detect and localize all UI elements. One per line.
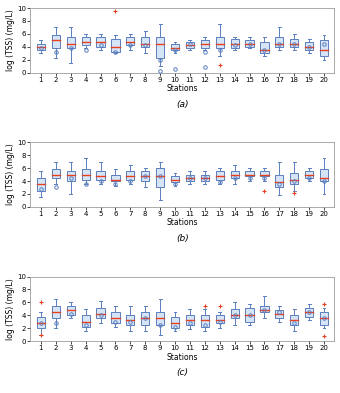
Bar: [67, 171, 75, 181]
Bar: [171, 316, 179, 328]
Bar: [186, 42, 194, 48]
X-axis label: Stations: Stations: [167, 84, 198, 93]
Text: (a): (a): [176, 100, 189, 109]
Bar: [231, 171, 239, 178]
Bar: [305, 42, 313, 50]
Bar: [260, 171, 269, 176]
Bar: [111, 39, 120, 52]
Bar: [320, 40, 328, 57]
Bar: [141, 37, 149, 47]
Bar: [111, 174, 120, 181]
Bar: [216, 315, 224, 323]
Bar: [320, 312, 328, 325]
Bar: [126, 171, 134, 180]
Bar: [156, 37, 164, 59]
Text: (c): (c): [176, 368, 188, 377]
Bar: [231, 309, 239, 318]
Bar: [260, 306, 269, 312]
Bar: [67, 37, 75, 48]
Bar: [245, 171, 254, 176]
Bar: [216, 171, 224, 180]
Bar: [156, 312, 164, 325]
Bar: [275, 174, 284, 187]
X-axis label: Stations: Stations: [167, 353, 198, 362]
X-axis label: Stations: Stations: [167, 219, 198, 228]
Bar: [171, 44, 179, 50]
Bar: [245, 40, 254, 47]
Bar: [141, 312, 149, 325]
Bar: [216, 37, 224, 48]
Bar: [201, 40, 209, 48]
Bar: [52, 35, 60, 48]
Bar: [245, 307, 254, 322]
Bar: [52, 306, 60, 318]
Bar: [320, 169, 328, 181]
Bar: [275, 310, 284, 318]
Bar: [52, 169, 60, 178]
Text: (b): (b): [176, 234, 189, 243]
Y-axis label: log (TSS) (mg/L): log (TSS) (mg/L): [5, 9, 15, 71]
Bar: [290, 173, 298, 184]
Bar: [305, 171, 313, 178]
Bar: [37, 44, 45, 50]
Bar: [186, 174, 194, 181]
Bar: [111, 312, 120, 323]
Bar: [37, 316, 45, 328]
Bar: [141, 171, 149, 181]
Bar: [97, 171, 105, 180]
Bar: [97, 37, 105, 47]
Y-axis label: log (TSS) (mg/L): log (TSS) (mg/L): [5, 278, 15, 340]
Bar: [201, 315, 209, 327]
Bar: [82, 315, 90, 327]
Bar: [82, 37, 90, 46]
Bar: [305, 307, 313, 316]
Bar: [126, 315, 134, 325]
Y-axis label: log (TSS) (mg/L): log (TSS) (mg/L): [5, 144, 15, 206]
Bar: [290, 315, 298, 325]
Bar: [231, 39, 239, 48]
Bar: [201, 174, 209, 181]
Bar: [97, 307, 105, 318]
Bar: [171, 176, 179, 182]
Bar: [82, 169, 90, 180]
Bar: [67, 306, 75, 315]
Bar: [186, 315, 194, 325]
Bar: [290, 39, 298, 47]
Bar: [126, 37, 134, 46]
Bar: [156, 168, 164, 187]
Bar: [275, 37, 284, 47]
Bar: [260, 42, 269, 53]
Bar: [37, 178, 45, 191]
